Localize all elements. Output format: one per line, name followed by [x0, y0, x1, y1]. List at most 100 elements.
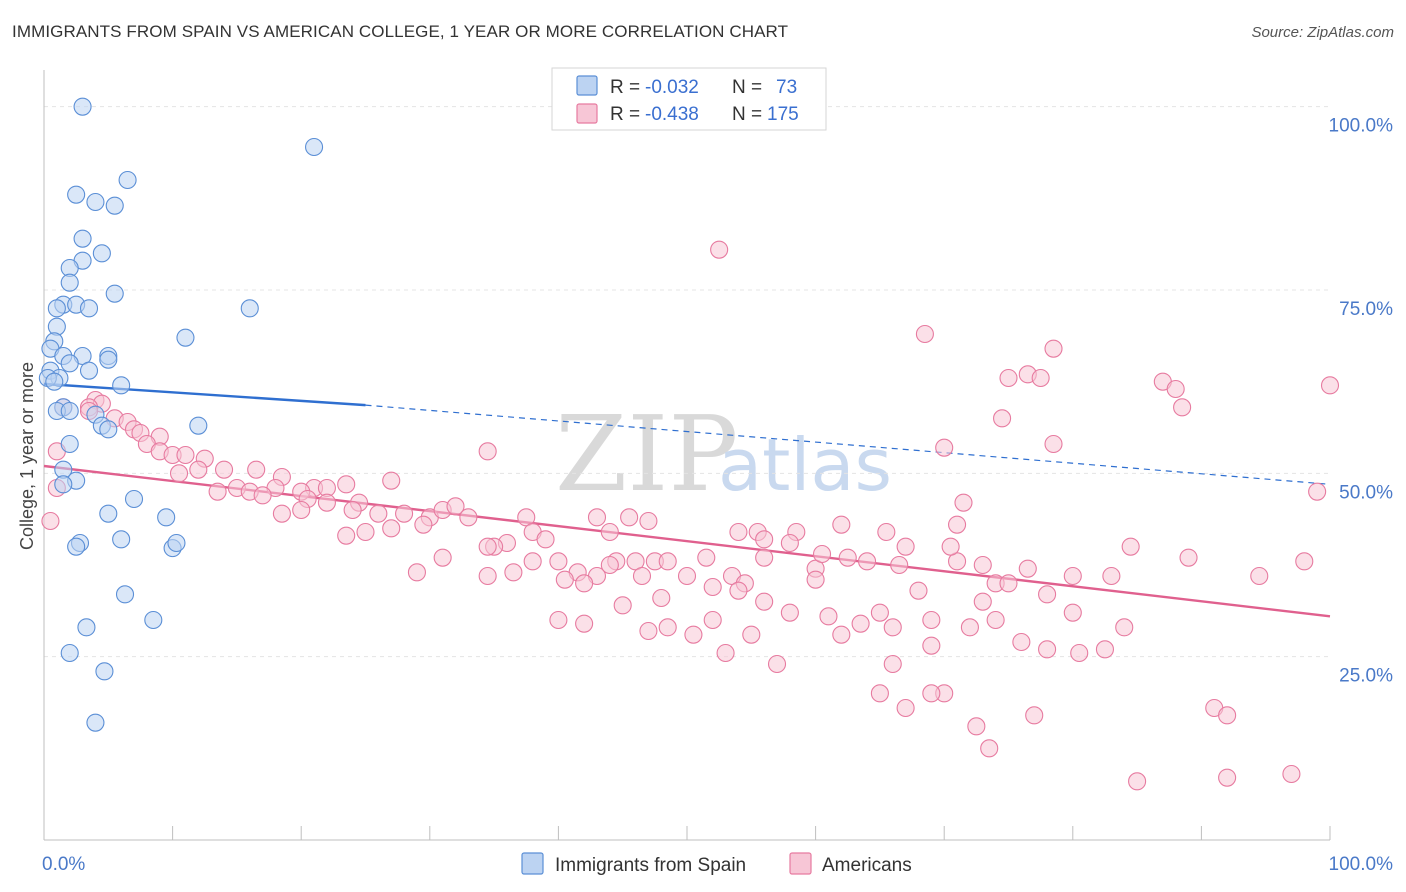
americans-point — [922, 684, 941, 703]
americans-point — [337, 475, 356, 494]
spain-point — [47, 317, 66, 336]
y-tick-labels: 25.0% 50.0% 75.0% 100.0% — [1329, 116, 1394, 687]
americans-point — [1038, 640, 1057, 659]
americans-point — [1218, 768, 1237, 787]
spain-point — [86, 192, 105, 212]
americans-point — [703, 610, 722, 630]
legend-n-label-2: N = — [732, 104, 762, 125]
spain-point — [95, 662, 114, 681]
americans-point — [536, 530, 555, 549]
legend-r-value-1: -0.032 — [645, 77, 699, 98]
spain-point — [60, 401, 79, 421]
americans-point — [639, 621, 658, 641]
americans-point — [883, 618, 902, 637]
americans-point — [967, 717, 986, 736]
americans-points — [41, 240, 1340, 791]
americans-point — [993, 409, 1012, 428]
legend-r-value-2: -0.438 — [645, 104, 699, 125]
americans-point — [1250, 566, 1269, 586]
americans-point — [587, 508, 607, 527]
americans-point — [600, 522, 619, 542]
series-legend: Immigrants from Spain Americans — [521, 852, 912, 876]
americans-point — [478, 537, 497, 556]
spain-point — [240, 299, 259, 318]
americans-point — [253, 486, 272, 505]
legend-swatch-blue — [576, 75, 598, 96]
americans-point — [819, 607, 838, 626]
americans-point — [652, 588, 671, 608]
americans-point — [343, 500, 362, 520]
americans-point — [208, 482, 227, 501]
americans-point — [703, 577, 722, 597]
americans-point — [247, 460, 266, 479]
legend-n-label-1: N = — [732, 77, 762, 98]
americans-point — [935, 438, 954, 457]
americans-point — [877, 522, 896, 542]
americans-point — [729, 522, 748, 542]
americans-point — [1320, 376, 1340, 395]
americans-point — [954, 493, 973, 512]
legend-r-label-2: R = — [610, 104, 640, 125]
americans-point — [1128, 772, 1147, 791]
spain-point — [105, 196, 124, 215]
americans-point — [369, 504, 388, 523]
legend-n-value-2: 175 — [767, 104, 799, 125]
americans-point — [716, 643, 735, 663]
americans-point — [549, 552, 568, 571]
americans-point — [999, 574, 1018, 593]
spain-point — [112, 376, 131, 395]
americans-point — [600, 555, 619, 575]
americans-point — [658, 618, 677, 637]
americans-point — [433, 548, 452, 567]
legend-box — [551, 67, 827, 131]
spain-point — [67, 537, 86, 556]
spain-point — [54, 475, 73, 494]
americans-point — [1115, 618, 1134, 637]
americans-point — [838, 548, 857, 567]
americans-point — [478, 442, 497, 461]
correlation-legend: R = -0.032 N = 73 R = -0.438 N = 175 — [551, 67, 827, 131]
americans-point — [575, 574, 594, 593]
americans-point — [870, 684, 889, 703]
americans-point — [973, 555, 992, 575]
americans-point — [189, 460, 208, 479]
spain-point — [144, 610, 163, 630]
americans-point — [1031, 368, 1050, 388]
spain-point — [67, 185, 86, 204]
americans-point — [684, 625, 703, 644]
americans-point — [755, 592, 774, 611]
americans-point — [41, 511, 60, 531]
americans-point — [1295, 552, 1314, 571]
americans-point — [857, 552, 877, 571]
americans-point — [658, 552, 677, 571]
spain-point — [305, 137, 324, 157]
americans-point — [639, 511, 658, 531]
americans-point — [677, 566, 697, 586]
americans-point — [832, 625, 851, 644]
spain-point — [60, 273, 79, 292]
spain-point — [60, 643, 79, 663]
americans-point — [1063, 603, 1082, 622]
americans-point — [1308, 482, 1327, 501]
americans-point — [446, 497, 465, 516]
americans-point — [632, 566, 652, 586]
spain-point — [79, 299, 99, 318]
americans-point — [806, 570, 825, 589]
spain-point — [92, 244, 111, 263]
americans-point — [896, 537, 915, 556]
spain-point — [86, 713, 105, 732]
spain-point — [73, 229, 92, 248]
spain-point — [157, 508, 176, 527]
americans-point — [414, 515, 433, 534]
americans-point — [909, 581, 928, 600]
x-tick-label-min: 0.0% — [42, 854, 85, 875]
spain-trend-extension — [365, 404, 1331, 485]
americans-point — [729, 581, 748, 600]
americans-point — [742, 625, 761, 644]
americans-point — [1282, 764, 1301, 784]
americans-point — [1070, 643, 1089, 663]
americans-point — [1121, 537, 1140, 556]
y-tick-label: 50.0% — [1339, 482, 1393, 503]
americans-point — [922, 636, 941, 655]
